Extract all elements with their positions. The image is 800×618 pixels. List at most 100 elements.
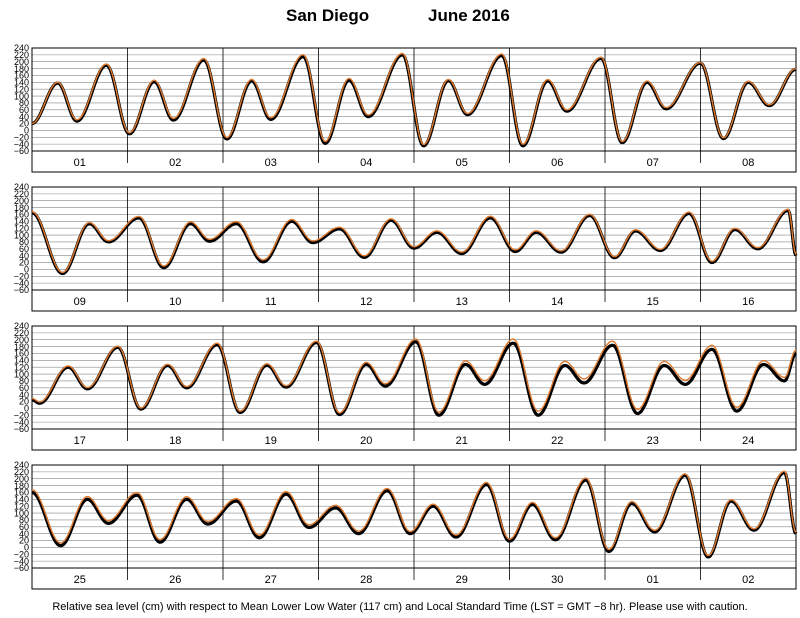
day-label: 08 xyxy=(742,157,754,169)
chart-title: San Diego June 2016 xyxy=(0,0,800,34)
day-label: 19 xyxy=(265,435,277,447)
day-label: 25 xyxy=(74,574,86,586)
day-label: 04 xyxy=(360,157,372,169)
y-tick-label: 240 xyxy=(14,182,29,192)
day-label: 02 xyxy=(169,157,181,169)
panel-frame xyxy=(31,47,797,173)
y-tick-label: 120 xyxy=(14,223,29,233)
day-label: 30 xyxy=(551,574,563,586)
y-tick-label: 200 xyxy=(14,196,29,206)
y-tick-label: −20 xyxy=(14,549,29,559)
day-label: 18 xyxy=(169,435,181,447)
y-tick-label: −40 xyxy=(14,278,29,288)
day-label: 14 xyxy=(551,296,563,308)
y-tick-label: 120 xyxy=(14,362,29,372)
day-label: 11 xyxy=(265,296,276,308)
y-tick-label: 240 xyxy=(14,43,29,53)
y-tick-label: 140 xyxy=(14,78,29,88)
y-tick-label: 140 xyxy=(14,217,29,227)
day-label: 15 xyxy=(647,296,659,308)
y-tick-label: 40 xyxy=(19,529,29,539)
y-tick-label: 60 xyxy=(19,522,29,532)
y-tick-label: 220 xyxy=(14,467,29,477)
title-month: June xyxy=(428,6,468,25)
y-tick-label: −20 xyxy=(14,410,29,420)
y-tick-label: 220 xyxy=(14,50,29,60)
day-label: 03 xyxy=(265,157,277,169)
y-tick-label: 180 xyxy=(14,203,29,213)
day-label: 09 xyxy=(74,296,86,308)
y-tick-label: 0 xyxy=(24,126,29,136)
y-tick-label: 200 xyxy=(14,57,29,67)
y-tick-label: 80 xyxy=(19,98,29,108)
day-label: 02 xyxy=(742,574,754,586)
series-predicted xyxy=(31,338,797,414)
y-tick-label: 100 xyxy=(14,91,29,101)
day-label: 27 xyxy=(265,574,277,586)
y-tick-label: 100 xyxy=(14,369,29,379)
panel-frame xyxy=(31,464,797,590)
y-tick-label: 60 xyxy=(19,244,29,254)
title-year: 2016 xyxy=(472,6,510,25)
y-tick-label: 60 xyxy=(19,105,29,115)
y-tick-label: 200 xyxy=(14,335,29,345)
series-predicted xyxy=(31,470,797,557)
day-label: 23 xyxy=(647,435,659,447)
y-tick-label: 0 xyxy=(24,265,29,275)
day-label: 16 xyxy=(742,296,754,308)
day-label: 05 xyxy=(456,157,468,169)
day-label: 17 xyxy=(74,435,86,447)
y-tick-label: 100 xyxy=(14,508,29,518)
y-tick-label: 120 xyxy=(14,501,29,511)
y-tick-label: −20 xyxy=(14,132,29,142)
y-tick-label: −20 xyxy=(14,271,29,281)
y-tick-label: 220 xyxy=(14,328,29,338)
tide-chart: 240220200180160140120100806040200−20−40−… xyxy=(14,43,798,590)
day-label: 29 xyxy=(456,574,468,586)
y-tick-label: 160 xyxy=(14,349,29,359)
y-tick-label: 20 xyxy=(19,258,29,268)
day-label: 01 xyxy=(647,574,659,586)
y-tick-label: 20 xyxy=(19,397,29,407)
day-label: 06 xyxy=(551,157,563,169)
series-predicted xyxy=(31,208,797,274)
y-tick-label: 100 xyxy=(14,230,29,240)
y-tick-label: 40 xyxy=(19,112,29,122)
y-tick-label: 240 xyxy=(14,321,29,331)
y-tick-label: −60 xyxy=(14,424,29,434)
y-tick-label: 80 xyxy=(19,376,29,386)
day-label: 07 xyxy=(647,157,659,169)
day-label: 21 xyxy=(456,435,468,447)
chart-caption: Relative sea level (cm) with respect to … xyxy=(52,601,748,613)
y-tick-label: −60 xyxy=(14,146,29,156)
y-tick-label: 180 xyxy=(14,64,29,74)
y-tick-label: 200 xyxy=(14,474,29,484)
y-tick-label: −40 xyxy=(14,139,29,149)
y-tick-label: 160 xyxy=(14,71,29,81)
y-tick-label: 180 xyxy=(14,481,29,491)
y-tick-label: 140 xyxy=(14,356,29,366)
day-label: 24 xyxy=(742,435,754,447)
y-tick-label: 240 xyxy=(14,460,29,470)
y-tick-label: 20 xyxy=(19,119,29,129)
panel-frame xyxy=(31,325,797,451)
y-tick-label: 60 xyxy=(19,383,29,393)
y-tick-label: 0 xyxy=(24,543,29,553)
y-tick-label: −40 xyxy=(14,556,29,566)
y-tick-label: −60 xyxy=(14,285,29,295)
y-tick-label: 160 xyxy=(14,210,29,220)
y-tick-label: 220 xyxy=(14,189,29,199)
day-label: 12 xyxy=(360,296,372,308)
day-label: 01 xyxy=(74,157,86,169)
day-label: 20 xyxy=(360,435,372,447)
series-predicted xyxy=(31,52,797,146)
day-label: 10 xyxy=(169,296,181,308)
y-tick-label: 40 xyxy=(19,390,29,400)
y-tick-label: 180 xyxy=(14,342,29,352)
panel-frame xyxy=(31,186,797,312)
y-tick-label: −60 xyxy=(14,563,29,573)
y-tick-label: 40 xyxy=(19,251,29,261)
y-tick-label: 160 xyxy=(14,488,29,498)
title-station: San Diego xyxy=(286,6,370,25)
y-tick-label: 80 xyxy=(19,515,29,525)
